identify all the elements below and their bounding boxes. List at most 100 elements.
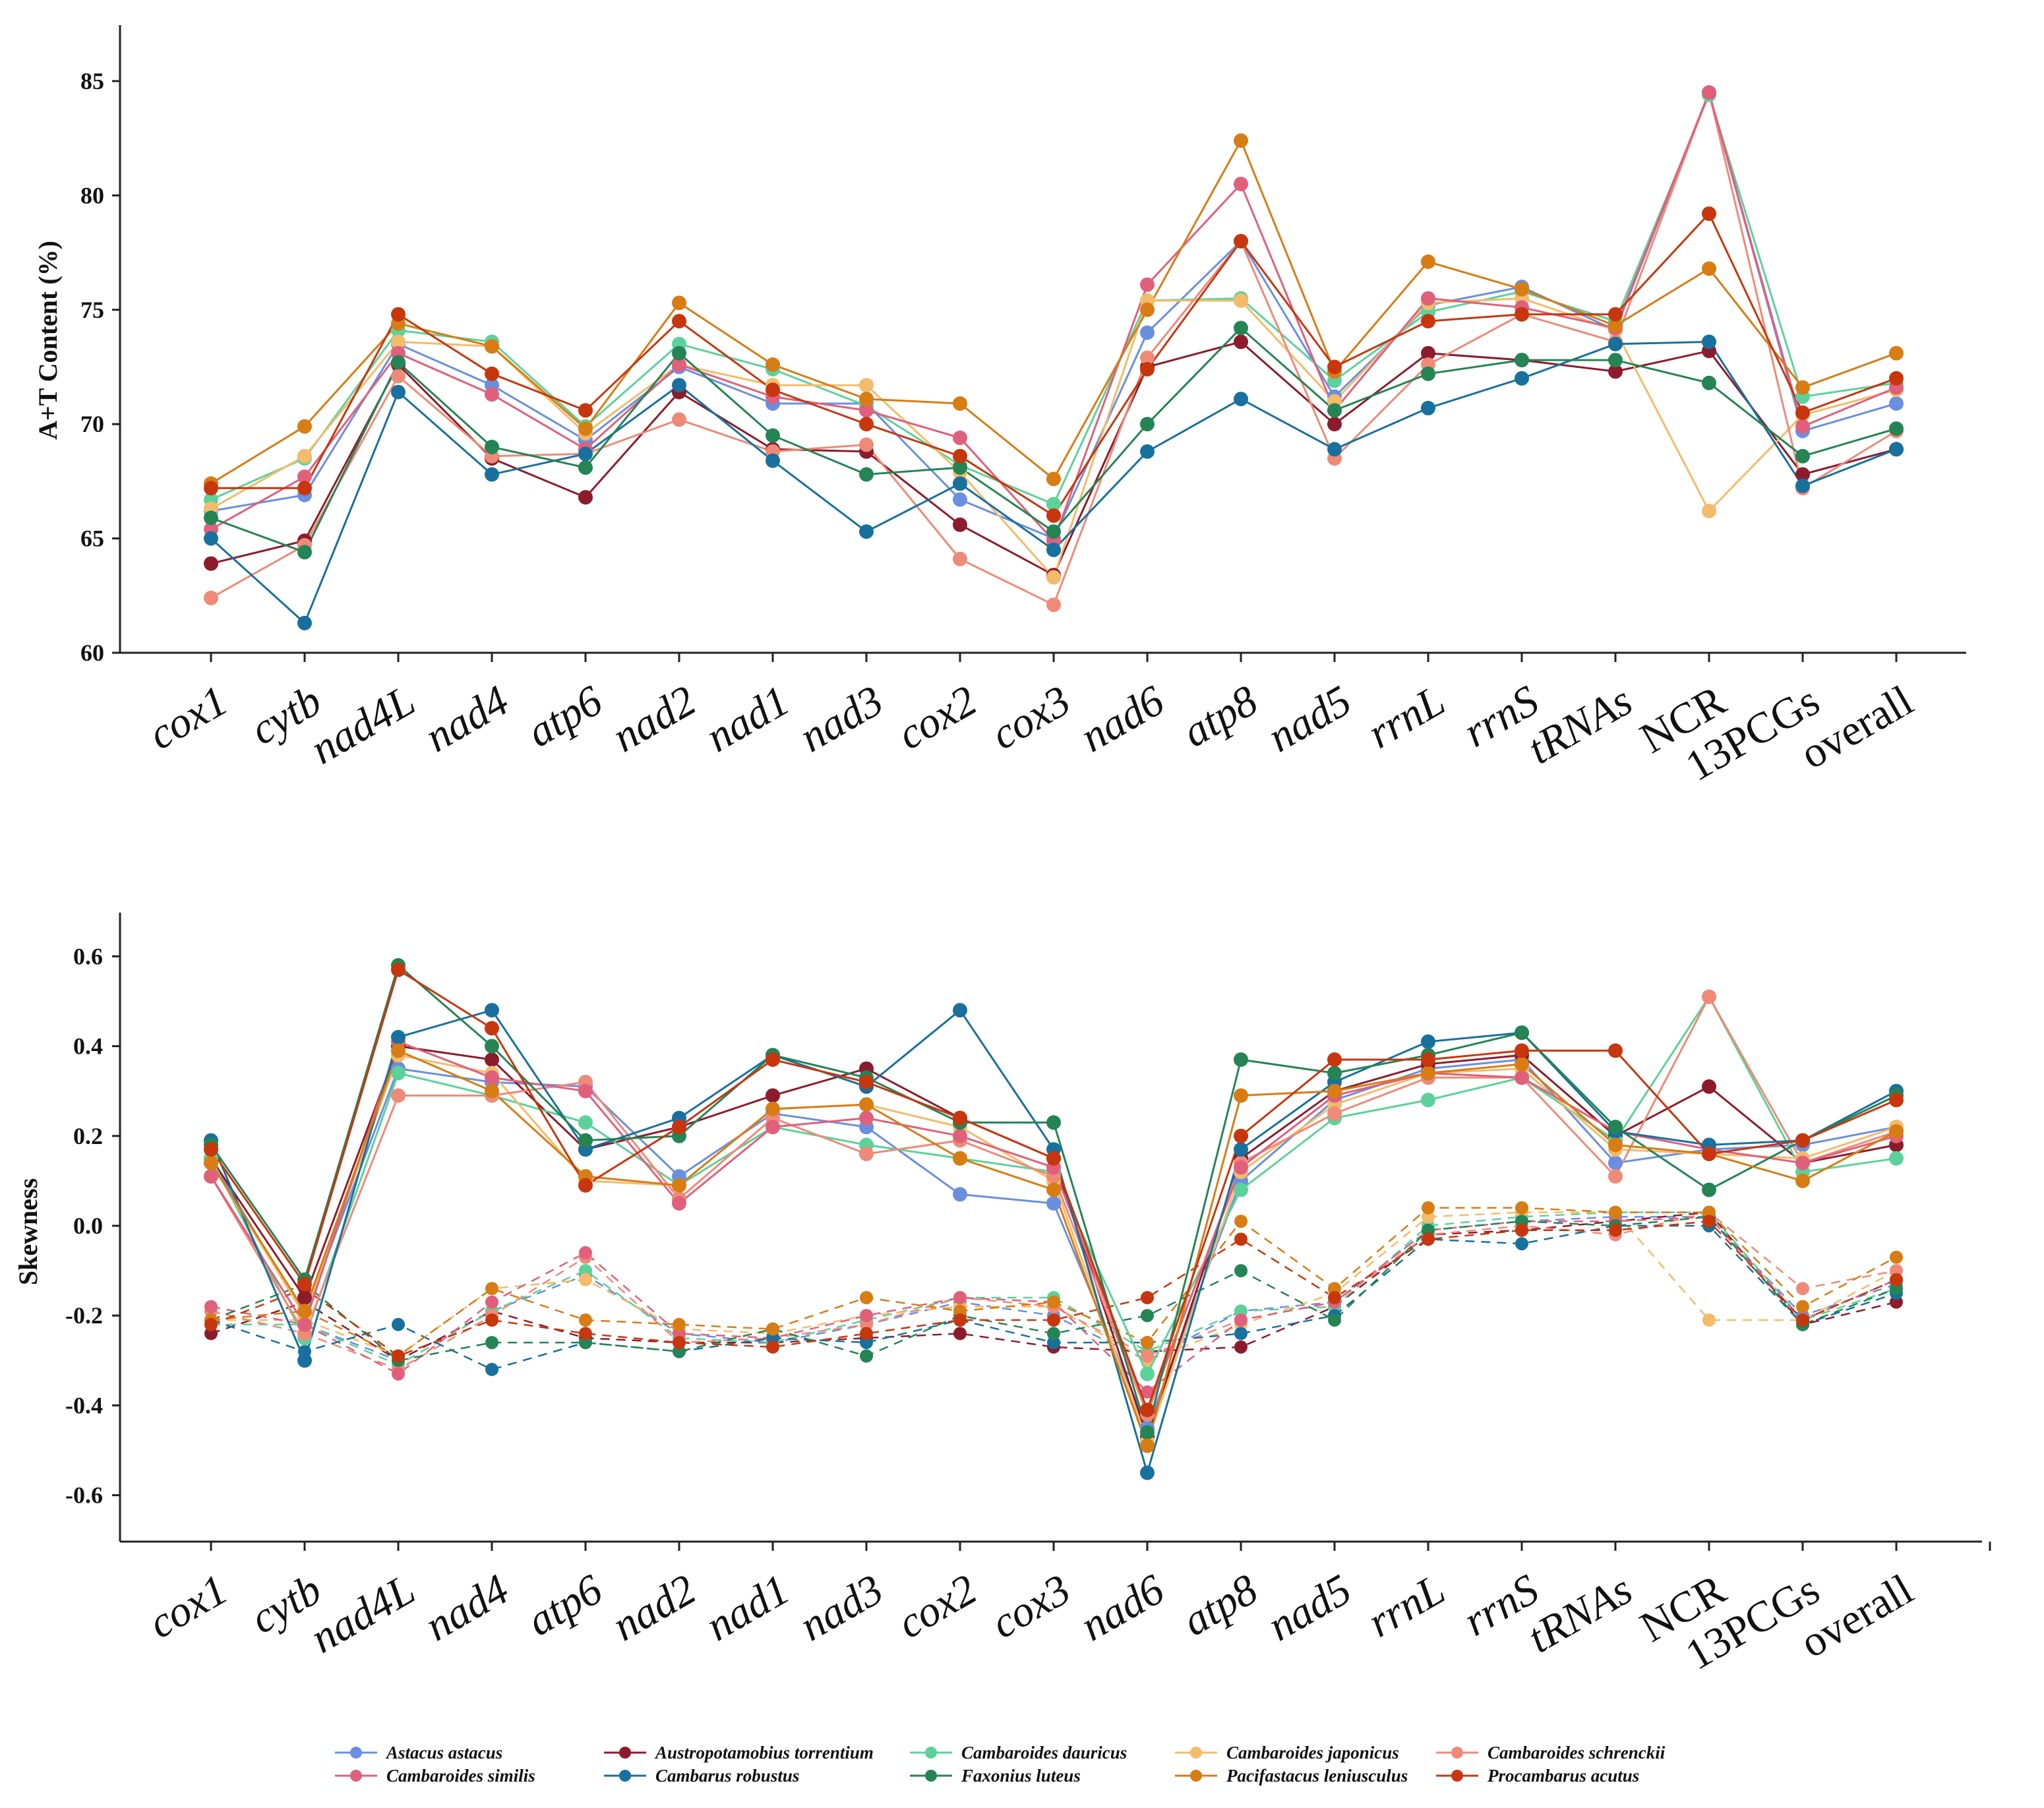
data-point — [1234, 1264, 1247, 1278]
data-point — [1702, 504, 1716, 518]
data-point — [1795, 448, 1810, 464]
data-point — [1234, 1088, 1248, 1103]
data-point — [766, 1101, 780, 1116]
data-point — [578, 1178, 593, 1193]
data-point — [204, 1169, 218, 1184]
data-point — [1796, 1300, 1809, 1313]
data-point — [1047, 1313, 1060, 1327]
legend-marker — [350, 1747, 362, 1759]
data-point — [1234, 1327, 1247, 1341]
legend-marker — [350, 1770, 362, 1782]
data-point — [1795, 1173, 1810, 1188]
data-point — [297, 1290, 312, 1305]
data-point — [392, 1317, 405, 1331]
data-point — [1890, 1250, 1903, 1264]
data-point — [1421, 1052, 1435, 1067]
data-point — [1515, 1070, 1529, 1085]
data-point — [1515, 307, 1529, 322]
y-axis-label: A+T Content (%) — [33, 241, 63, 440]
data-point — [391, 1043, 406, 1058]
data-point — [391, 355, 406, 370]
legend-marker — [925, 1770, 937, 1782]
data-point — [1234, 1232, 1247, 1246]
data-point — [1327, 417, 1342, 432]
data-point — [1328, 1313, 1341, 1327]
data-point — [1796, 1313, 1809, 1327]
data-point — [673, 1317, 686, 1331]
data-point — [1140, 1366, 1155, 1381]
data-point — [1702, 261, 1716, 276]
data-point — [1421, 1066, 1435, 1081]
data-point — [1327, 1052, 1342, 1067]
data-point — [953, 1128, 967, 1143]
data-point — [391, 1030, 406, 1044]
data-point — [953, 476, 967, 491]
data-point — [1421, 314, 1435, 329]
legend: Astacus astacus Austropotamobius torrenti… — [335, 1743, 1666, 1786]
data-point — [579, 1313, 592, 1327]
data-point — [297, 1277, 312, 1292]
data-point — [204, 510, 218, 526]
data-point — [1046, 597, 1061, 613]
data-point — [1795, 1133, 1810, 1148]
data-point — [1234, 1215, 1247, 1228]
data-point — [859, 1097, 874, 1112]
data-point — [485, 1003, 499, 1018]
data-point — [1421, 346, 1435, 361]
data-point — [1140, 1465, 1155, 1480]
data-point — [953, 460, 967, 475]
data-point — [860, 1327, 873, 1341]
data-point — [1515, 282, 1529, 297]
data-point — [860, 1336, 873, 1350]
data-point — [1702, 375, 1716, 390]
data-point — [953, 431, 967, 445]
data-point — [672, 1120, 686, 1135]
y-axis-label: Skewness — [13, 1178, 43, 1285]
legend-label: Cambaroides dauricus — [961, 1743, 1127, 1763]
data-point — [1889, 371, 1904, 386]
data-point — [1608, 1120, 1623, 1135]
data-point — [391, 334, 406, 349]
data-point — [1234, 293, 1248, 308]
data-point — [204, 1142, 218, 1157]
data-point — [297, 545, 312, 560]
data-point — [1515, 1237, 1528, 1251]
data-point — [1140, 362, 1155, 377]
data-point — [953, 1313, 967, 1327]
legend-marker — [1190, 1747, 1202, 1759]
data-point — [1234, 177, 1248, 192]
data-point — [1140, 350, 1155, 365]
data-point — [766, 382, 780, 398]
data-point — [578, 446, 593, 462]
data-point — [1140, 302, 1155, 317]
data-point — [1890, 1273, 1903, 1286]
data-point — [1422, 1232, 1435, 1246]
data-point — [953, 1110, 967, 1126]
data-point — [1889, 1151, 1904, 1166]
data-point — [953, 517, 967, 532]
data-point — [1234, 1128, 1248, 1143]
data-point — [1234, 1052, 1248, 1067]
data-point — [1234, 334, 1248, 349]
data-point — [1234, 320, 1248, 336]
data-point — [953, 1003, 967, 1018]
data-point — [766, 357, 780, 372]
data-point — [578, 490, 593, 505]
data-point — [859, 467, 874, 482]
data-point — [392, 1349, 405, 1363]
data-point — [1702, 1182, 1716, 1197]
data-point — [297, 448, 312, 464]
data-point — [1046, 1151, 1061, 1166]
legend-label: Procambarus acutus — [1487, 1766, 1639, 1786]
data-point — [204, 1155, 218, 1170]
data-point — [1608, 1043, 1623, 1058]
data-point — [297, 1304, 312, 1319]
data-point — [1234, 1142, 1248, 1157]
data-point — [672, 295, 686, 311]
legend-label: Pacifastacus leniusculus — [1226, 1766, 1408, 1786]
data-point — [391, 1066, 406, 1081]
y-tick-label: 0.2 — [73, 1123, 103, 1149]
data-point — [1047, 1336, 1060, 1350]
